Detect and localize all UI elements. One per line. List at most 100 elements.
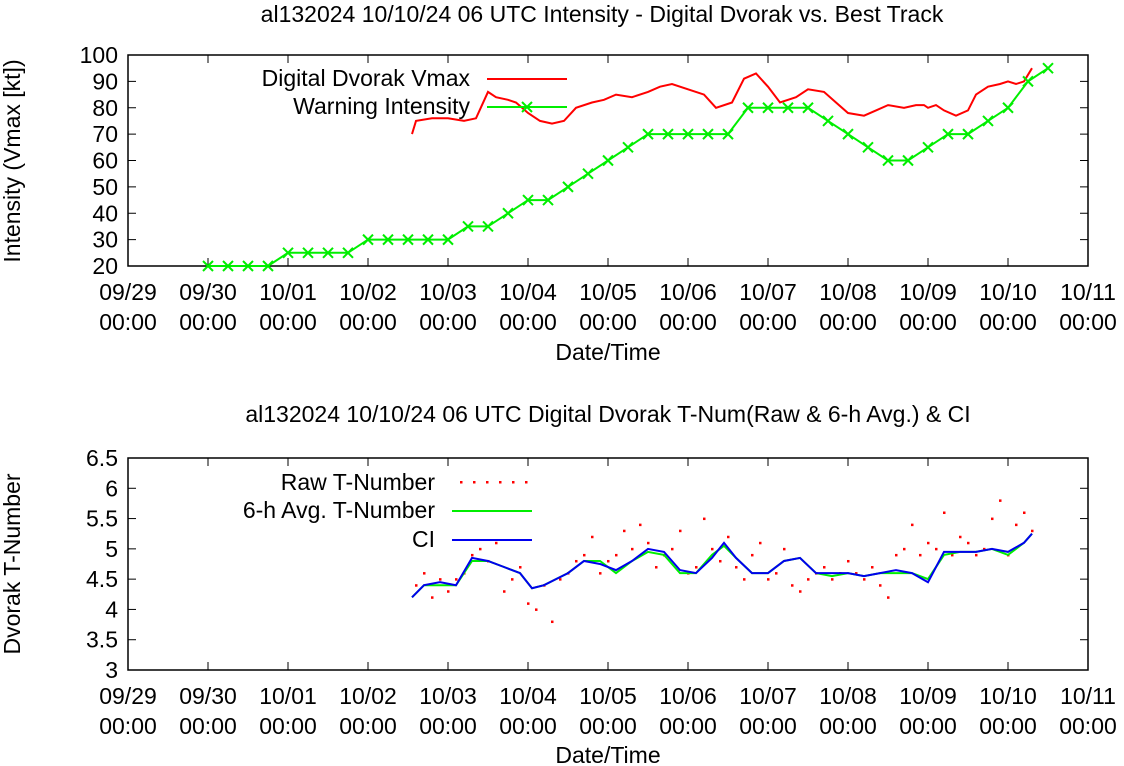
y-tick-label: 80	[92, 95, 118, 121]
x-tick-date-label: 10/03	[419, 683, 477, 709]
warning-intensity-point	[822, 115, 834, 127]
raw-t-number-point	[631, 547, 634, 551]
x-tick-date-label: 10/07	[739, 683, 797, 709]
x-tick-date-label: 09/30	[179, 683, 237, 709]
x-tick-time-label: 00:00	[579, 713, 637, 739]
warning-intensity-point	[382, 233, 394, 246]
x-tick-date-label: 10/01	[259, 279, 317, 305]
raw-t-number-point	[1015, 523, 1018, 527]
raw-t-number-point	[607, 559, 610, 563]
x-tick-time-label: 00:00	[739, 309, 797, 335]
raw-t-number-point	[495, 541, 498, 545]
x-tick-time-label: 00:00	[99, 309, 157, 335]
raw-t-number-point	[879, 584, 882, 587]
x-tick-time-label: 00:00	[819, 309, 877, 335]
raw-t-number-point	[551, 620, 554, 624]
raw-t-number-point	[759, 541, 762, 545]
raw-t-number-point	[895, 553, 898, 557]
legend-swatch-raw-t-number	[512, 481, 515, 484]
raw-t-number-point	[991, 517, 994, 521]
raw-t-number-point	[711, 547, 714, 551]
y-tick-label: 20	[92, 253, 118, 279]
y-tick-label: 40	[92, 200, 118, 226]
x-tick-time-label: 00:00	[979, 309, 1037, 335]
warning-intensity-point	[322, 247, 334, 259]
raw-t-number-point	[831, 578, 834, 581]
legend-6h-avg-t-number: 6-h Avg. T-Number	[243, 497, 436, 523]
x-tick-date-label: 10/03	[419, 279, 477, 305]
chart1-series	[202, 62, 1054, 272]
chart2-title: al132024 10/10/24 06 UTC Digital Dvorak …	[245, 401, 970, 427]
warning-intensity-point	[202, 260, 214, 272]
plot-frame	[127, 457, 1089, 671]
raw-t-number-point	[767, 578, 770, 581]
warning-intensity-point	[1022, 75, 1034, 88]
y-tick-label: 5.5	[86, 506, 118, 532]
raw-t-number-point	[735, 566, 738, 569]
raw-t-number-point	[647, 541, 650, 545]
x-tick-date-label: 10/10	[979, 683, 1037, 709]
warning-intensity-point	[982, 115, 994, 127]
warning-intensity-point	[222, 260, 234, 272]
raw-t-number-point	[863, 578, 866, 581]
chart2-ylabel: Dvorak T-Number	[0, 473, 25, 654]
warning-intensity-point	[862, 141, 874, 154]
raw-t-number-point	[807, 578, 810, 581]
x-tick-time-label: 00:00	[659, 713, 717, 739]
raw-t-number-point	[919, 553, 922, 557]
x-tick-date-label: 09/29	[99, 683, 157, 709]
x-tick-time-label: 00:00	[659, 309, 717, 335]
x-tick-date-label: 10/11	[1060, 683, 1116, 709]
warning-intensity-point	[1042, 62, 1054, 74]
x-tick-date-label: 10/01	[259, 683, 317, 709]
chart1-xlabel: Date/Time	[555, 339, 660, 365]
warning-intensity-point	[742, 102, 754, 114]
x-tick-time-label: 00:00	[259, 713, 317, 739]
raw-t-number-point	[583, 553, 586, 557]
raw-t-number-point	[775, 572, 778, 575]
chart2-plot-area	[127, 457, 1089, 671]
warning-intensity-point	[602, 154, 614, 167]
y-tick-label: 4.5	[86, 566, 118, 592]
raw-t-number-point	[591, 535, 594, 539]
y-tick-label: 3.5	[86, 627, 118, 653]
raw-t-number-point	[679, 529, 682, 533]
raw-t-number-point	[695, 566, 698, 569]
warning-intensity-point	[622, 141, 634, 154]
chart2-xlabel: Date/Time	[555, 742, 660, 766]
raw-t-number-point	[823, 566, 826, 569]
x-tick-date-label: 10/07	[739, 279, 797, 305]
x-tick-time-label: 00:00	[739, 713, 797, 739]
warning-intensity-point	[442, 233, 454, 246]
raw-t-number-point	[911, 523, 914, 527]
y-tick-label: 30	[92, 227, 118, 253]
x-tick-date-label: 10/09	[899, 683, 957, 709]
legend-swatch-raw-t-number	[499, 481, 502, 484]
x-tick-time-label: 00:00	[899, 713, 957, 739]
warning-intensity-point	[562, 181, 574, 193]
raw-t-number-point	[1031, 529, 1034, 533]
warning-intensity-point	[722, 128, 734, 140]
y-tick-label: 70	[92, 121, 118, 147]
raw-t-number-point	[791, 584, 794, 587]
x-tick-time-label: 00:00	[899, 309, 957, 335]
raw-t-number-point	[1023, 511, 1026, 515]
legend-digital-dvorak-vmax: Digital Dvorak Vmax	[262, 65, 471, 91]
y-tick-label: 6.5	[86, 445, 118, 471]
legend-raw-t-number: Raw T-Number	[281, 469, 436, 495]
raw-t-number-point	[599, 572, 602, 575]
x-tick-time-label: 00:00	[819, 713, 877, 739]
raw-t-number-point	[423, 572, 426, 575]
raw-t-number-point	[903, 547, 906, 551]
legend-warning-intensity: Warning Intensity	[293, 93, 470, 119]
raw-t-number-point	[447, 590, 450, 593]
raw-t-number-point	[703, 517, 706, 521]
x-tick-date-label: 10/05	[579, 683, 637, 709]
raw-t-number-point	[655, 566, 658, 569]
raw-t-number-point	[439, 578, 442, 581]
x-tick-time-label: 00:00	[419, 309, 477, 335]
chart1-ylabel: Intensity (Vmax [kt])	[0, 59, 25, 262]
x-tick-time-label: 00:00	[1059, 309, 1117, 335]
y-tick-label: 3	[105, 657, 118, 683]
